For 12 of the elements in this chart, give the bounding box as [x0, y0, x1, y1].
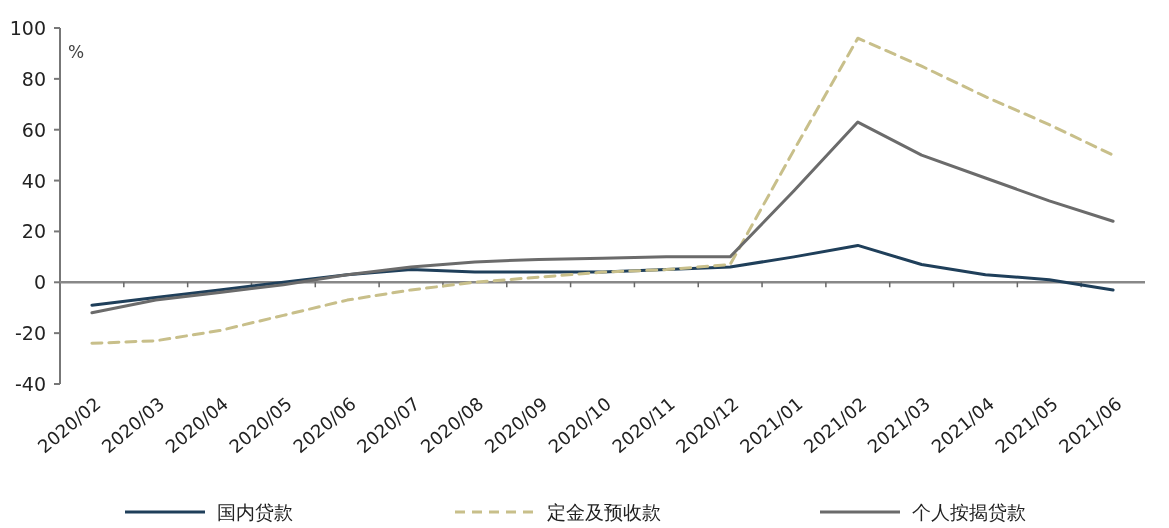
legend-label: 个人按揭贷款 — [912, 501, 1026, 523]
y-tick-label: 40 — [21, 169, 46, 192]
y-tick-label: 20 — [21, 220, 46, 243]
y-tick-label: -20 — [14, 322, 46, 345]
y-axis-title: % — [68, 42, 85, 62]
y-tick-label: 0 — [33, 271, 46, 294]
y-tick-label: 60 — [21, 118, 46, 141]
y-tick-label: -40 — [14, 373, 46, 395]
legend-label: 国内贷款 — [217, 501, 293, 523]
y-tick-label: 100 — [9, 17, 46, 39]
y-tick-label: 80 — [21, 67, 46, 90]
legend-label: 定金及预收款 — [547, 501, 661, 523]
